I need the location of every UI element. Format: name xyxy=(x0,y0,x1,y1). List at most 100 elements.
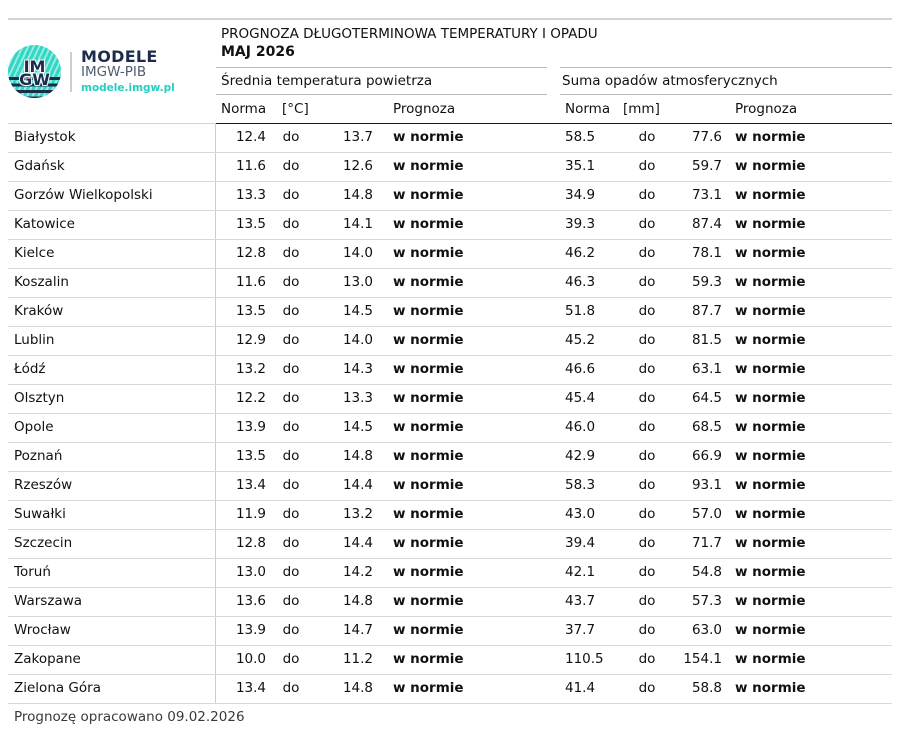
table-row: Zielona Góra 13.4 do 14.8 w normie 41.4 … xyxy=(8,675,892,704)
table-row: Kraków 13.5 do 14.5 w normie 51.8 do 87.… xyxy=(8,298,892,327)
imgw-logo-icon: IM GW xyxy=(8,45,61,98)
temp-forecast-value: w normie xyxy=(393,651,464,667)
table-row: Łódź 13.2 do 14.3 w normie 46.6 do 63.1 … xyxy=(8,356,892,385)
temp-norm-low: 11.9 xyxy=(235,506,266,522)
precip-norm-high: 59.7 xyxy=(691,158,722,174)
precip-norm-low: 46.6 xyxy=(565,361,596,377)
temp-forecast-value: w normie xyxy=(393,129,464,145)
forecast-period: MAJ 2026 xyxy=(221,44,295,60)
precip-range-separator: do xyxy=(638,361,656,377)
precip-range-separator: do xyxy=(638,448,656,464)
temp-range-separator: do xyxy=(282,477,300,493)
table-row: Poznań 13.5 do 14.8 w normie 42.9 do 66.… xyxy=(8,443,892,472)
temp-unit-header: [°C] xyxy=(282,101,309,117)
temp-norm-high: 14.4 xyxy=(342,535,373,551)
precip-norm-high: 57.0 xyxy=(691,506,722,522)
temp-norm-high: 14.0 xyxy=(342,245,373,261)
imgw-logo: IM GW MODELE IMGW-PIB modele.imgw.pl xyxy=(8,20,216,124)
city-name: Zielona Góra xyxy=(8,675,216,703)
logo-waves-icon xyxy=(8,77,61,98)
city-name: Gorzów Wielkopolski xyxy=(8,182,216,210)
precip-forecast-value: w normie xyxy=(735,593,806,609)
table-row: Kielce 12.8 do 14.0 w normie 46.2 do 78.… xyxy=(8,240,892,269)
precip-norm-high: 78.1 xyxy=(691,245,722,261)
temp-range-separator: do xyxy=(282,564,300,580)
temp-forecast-value: w normie xyxy=(393,564,464,580)
precip-range-separator: do xyxy=(638,419,656,435)
logo-divider xyxy=(70,51,72,92)
precip-forecast-value: w normie xyxy=(735,535,806,551)
precip-norm-high: 77.6 xyxy=(691,129,722,145)
temp-norm-low: 10.0 xyxy=(235,651,266,667)
temp-norm-high: 14.8 xyxy=(342,593,373,609)
precip-norm-low: 58.3 xyxy=(565,477,596,493)
temp-range-separator: do xyxy=(282,245,300,261)
temp-norm-high: 11.2 xyxy=(342,651,373,667)
temp-forecast-value: w normie xyxy=(393,361,464,377)
city-name: Opole xyxy=(8,414,216,442)
temp-norm-low: 11.6 xyxy=(235,158,266,174)
city-name: Wrocław xyxy=(8,617,216,645)
temp-norma-header: Norma xyxy=(221,101,267,117)
temp-norm-high: 13.2 xyxy=(342,506,373,522)
precip-forecast-value: w normie xyxy=(735,506,806,522)
table-row: Gorzów Wielkopolski 13.3 do 14.8 w normi… xyxy=(8,182,892,211)
temp-forecast-value: w normie xyxy=(393,158,464,174)
city-name: Szczecin xyxy=(8,530,216,558)
temp-forecast-value: w normie xyxy=(393,187,464,203)
precip-range-separator: do xyxy=(638,622,656,638)
precip-norma-header: Norma xyxy=(565,101,611,117)
precip-norm-low: 42.9 xyxy=(565,448,596,464)
precip-unit-header: [mm] xyxy=(623,101,660,117)
temp-norm-low: 13.2 xyxy=(235,361,266,377)
precip-norm-low: 42.1 xyxy=(565,564,596,580)
precip-forecast-value: w normie xyxy=(735,448,806,464)
temp-range-separator: do xyxy=(282,216,300,232)
temp-norm-high: 14.8 xyxy=(342,448,373,464)
temp-norm-low: 12.4 xyxy=(235,129,266,145)
brand-url-link[interactable]: modele.imgw.pl xyxy=(81,82,175,94)
table-row: Szczecin 12.8 do 14.4 w normie 39.4 do 7… xyxy=(8,530,892,559)
precip-range-separator: do xyxy=(638,506,656,522)
temp-forecast-value: w normie xyxy=(393,506,464,522)
city-name: Katowice xyxy=(8,211,216,239)
table-row: Suwałki 11.9 do 13.2 w normie 43.0 do 57… xyxy=(8,501,892,530)
temp-range-separator: do xyxy=(282,129,300,145)
precip-range-separator: do xyxy=(638,390,656,406)
temp-range-separator: do xyxy=(282,361,300,377)
precip-norm-high: 54.8 xyxy=(691,564,722,580)
city-name: Rzeszów xyxy=(8,472,216,500)
logo-monogram-top: IM xyxy=(23,56,46,76)
precip-range-separator: do xyxy=(638,680,656,696)
precip-forecast-value: w normie xyxy=(735,419,806,435)
temp-norm-low: 12.9 xyxy=(235,332,266,348)
brand-org: IMGW-PIB xyxy=(81,64,147,80)
precip-forecast-value: w normie xyxy=(735,245,806,261)
precip-forecast-value: w normie xyxy=(735,187,806,203)
city-name: Warszawa xyxy=(8,588,216,616)
precip-norm-low: 39.3 xyxy=(565,216,596,232)
temp-norm-high: 14.3 xyxy=(342,361,373,377)
precip-norm-high: 63.1 xyxy=(691,361,722,377)
precip-norm-high: 71.7 xyxy=(691,535,722,551)
temp-range-separator: do xyxy=(282,187,300,203)
precip-range-separator: do xyxy=(638,129,656,145)
temp-range-separator: do xyxy=(282,680,300,696)
temp-norm-low: 13.3 xyxy=(235,187,266,203)
table-row: Koszalin 11.6 do 13.0 w normie 46.3 do 5… xyxy=(8,269,892,298)
precip-norm-low: 45.2 xyxy=(565,332,596,348)
table-row: Białystok 12.4 do 13.7 w normie 58.5 do … xyxy=(8,124,892,153)
table-row: Katowice 13.5 do 14.1 w normie 39.3 do 8… xyxy=(8,211,892,240)
temp-range-separator: do xyxy=(282,506,300,522)
city-name: Toruń xyxy=(8,559,216,587)
temp-prognoza-header: Prognoza xyxy=(393,101,456,117)
city-name: Lublin xyxy=(8,327,216,355)
temp-range-separator: do xyxy=(282,303,300,319)
precip-forecast-value: w normie xyxy=(735,390,806,406)
temp-norm-high: 14.5 xyxy=(342,419,373,435)
precip-norm-low: 34.9 xyxy=(565,187,596,203)
precip-norm-low: 43.7 xyxy=(565,593,596,609)
temp-norm-high: 14.0 xyxy=(342,332,373,348)
table-row: Zakopane 10.0 do 11.2 w normie 110.5 do … xyxy=(8,646,892,675)
temp-norm-low: 13.4 xyxy=(235,477,266,493)
